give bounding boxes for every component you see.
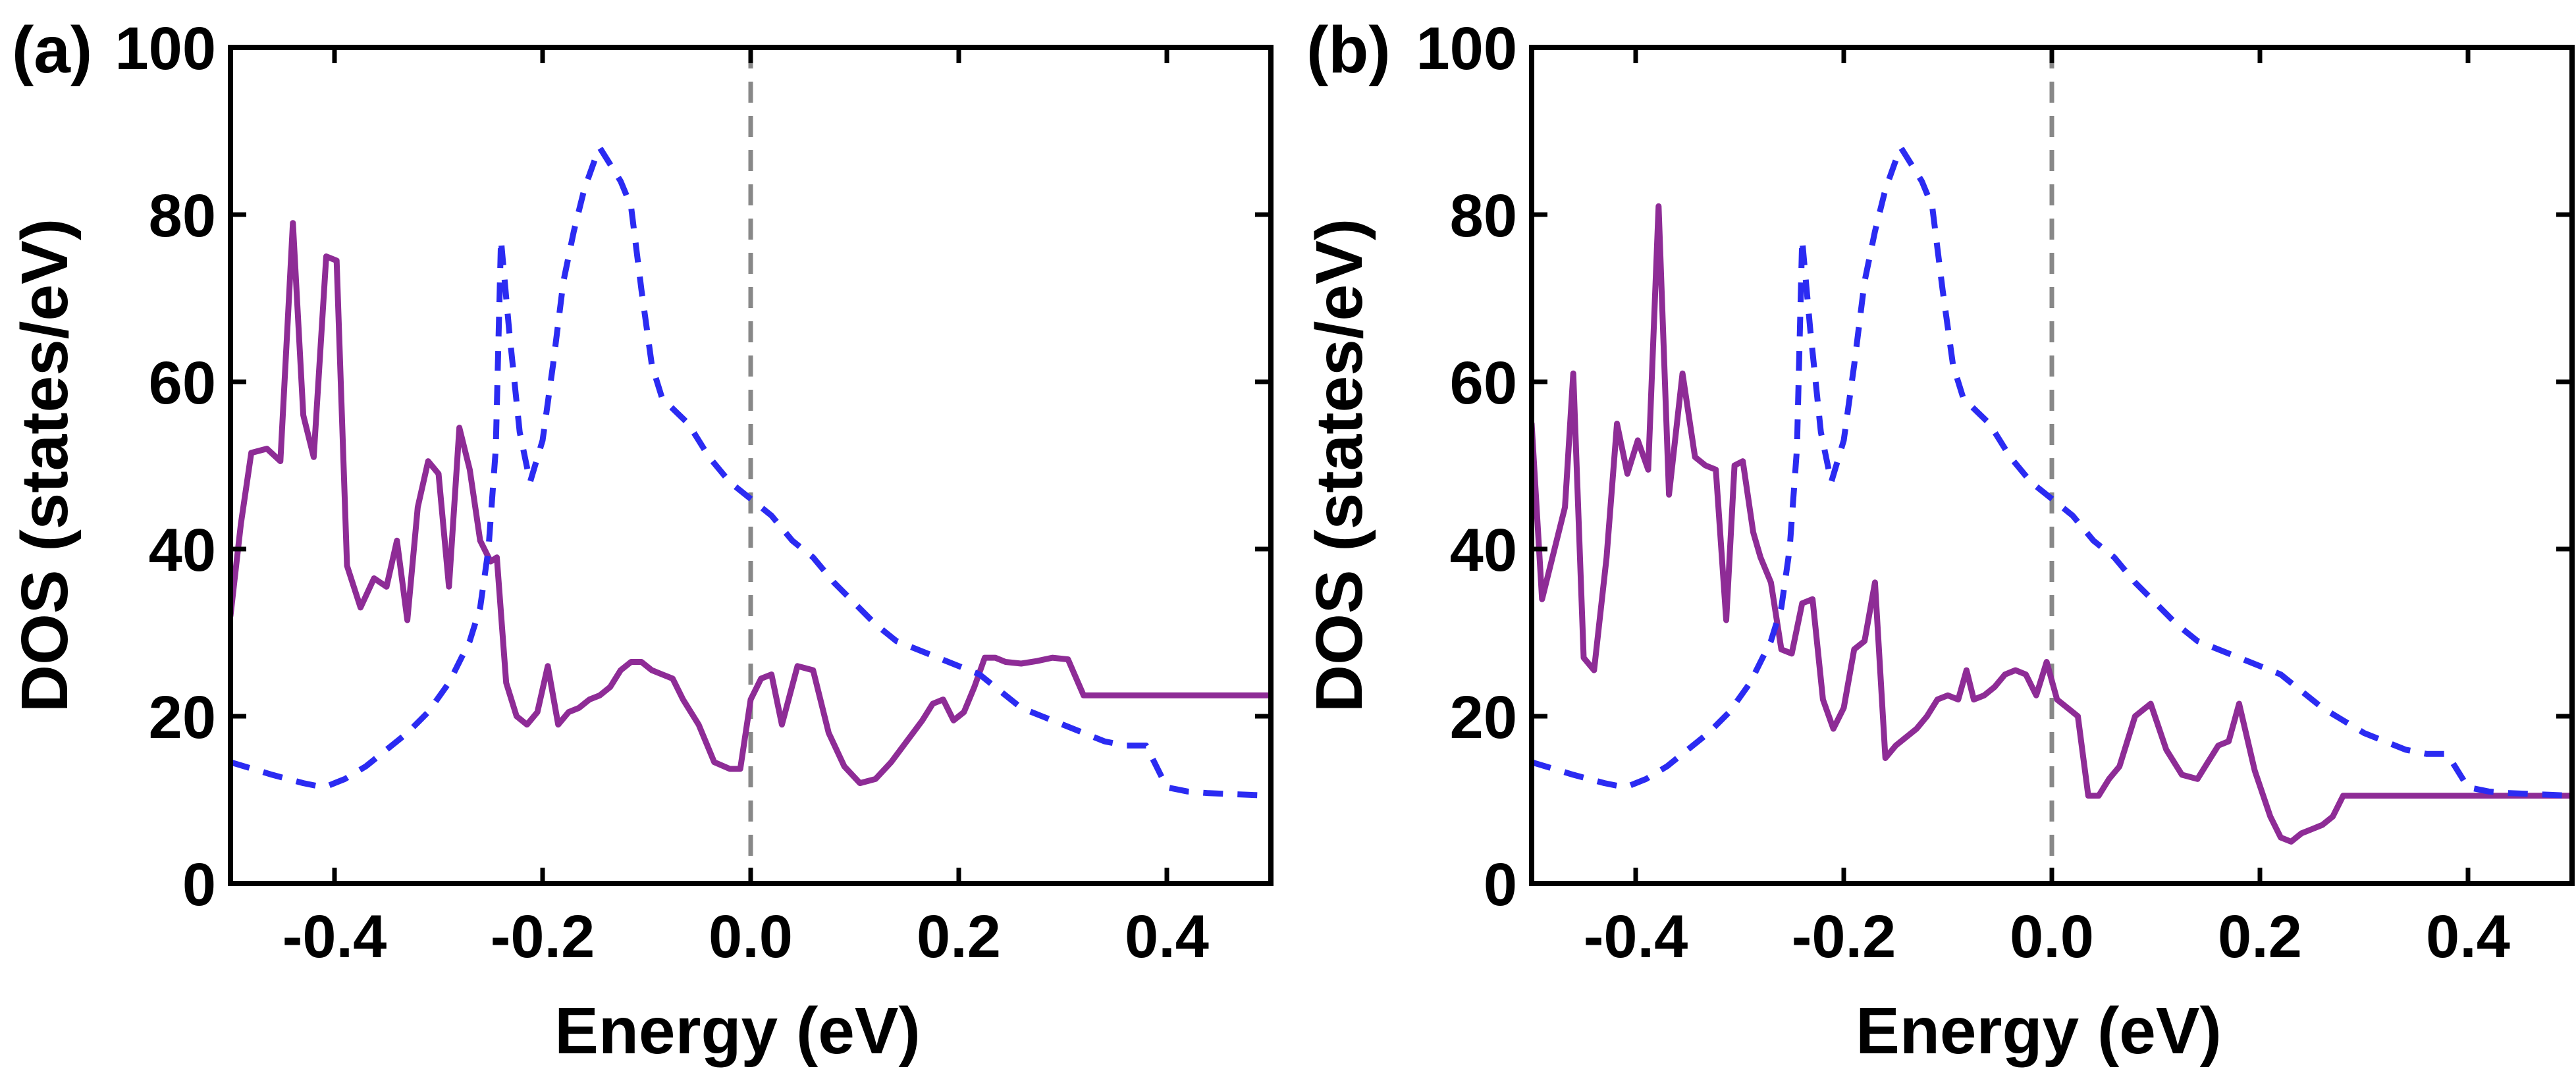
x-axis-label: Energy (eV) (554, 994, 921, 1068)
x-tick-label: 0.0 (2010, 903, 2094, 970)
x-axis-label: Energy (eV) (1856, 994, 2222, 1068)
series-line-blue-dashed (1532, 144, 2572, 799)
y-tick-label: 100 (1416, 15, 1518, 82)
panel-label: (b) (1306, 13, 1391, 87)
x-tick-label: -0.4 (1584, 903, 1688, 970)
dos-chart-b: -0.4 -0.2 0.0 0.2 0.4 0 20 40 60 80 100 Energy (eV)… (1302, 13, 2575, 1068)
y-tick-label: 40 (149, 517, 216, 584)
panel-a: -0.4 -0.2 0.0 0.2 0.4 0 20 40 60 80 100 Energy (eV)… (0, 0, 1288, 1074)
y-tick-label: 0 (1484, 851, 1517, 918)
x-tick-label: 0.4 (1125, 903, 1209, 970)
y-tick-label: 60 (1450, 350, 1517, 417)
dos-chart-a: -0.4 -0.2 0.0 0.2 0.4 0 20 40 60 80 100 Energy (eV)… (8, 13, 1274, 1068)
panel-label: (a) (12, 13, 92, 87)
y-tick-label: 80 (1450, 182, 1517, 250)
x-tick-label: 0.2 (2218, 903, 2302, 970)
y-tick-label: 20 (1450, 684, 1517, 751)
series-line-blue-dashed (230, 144, 1271, 799)
y-axis-label: DOS (states/eV) (1302, 219, 1376, 712)
y-tick-label: 60 (149, 350, 216, 417)
x-tick-label: -0.4 (282, 903, 387, 970)
x-tick-label: -0.2 (1792, 903, 1896, 970)
panel-b: -0.4 -0.2 0.0 0.2 0.4 0 20 40 60 80 100 Energy (eV)… (1288, 0, 2576, 1074)
y-tick-label: 80 (149, 182, 216, 250)
series-line-purple-solid (230, 220, 1271, 787)
y-axis-label: DOS (states/eV) (8, 219, 82, 712)
x-tick-label: 0.2 (917, 903, 1001, 970)
x-tick-label: -0.2 (491, 903, 595, 970)
y-tick-label: 40 (1450, 517, 1517, 584)
y-tick-label: 100 (115, 15, 217, 82)
x-tick-label: 0.4 (2426, 903, 2510, 970)
x-tick-label: 0.0 (709, 903, 793, 970)
y-tick-label: 20 (149, 684, 216, 751)
series-line-purple-solid (1532, 203, 2572, 845)
y-tick-label: 0 (182, 851, 216, 918)
